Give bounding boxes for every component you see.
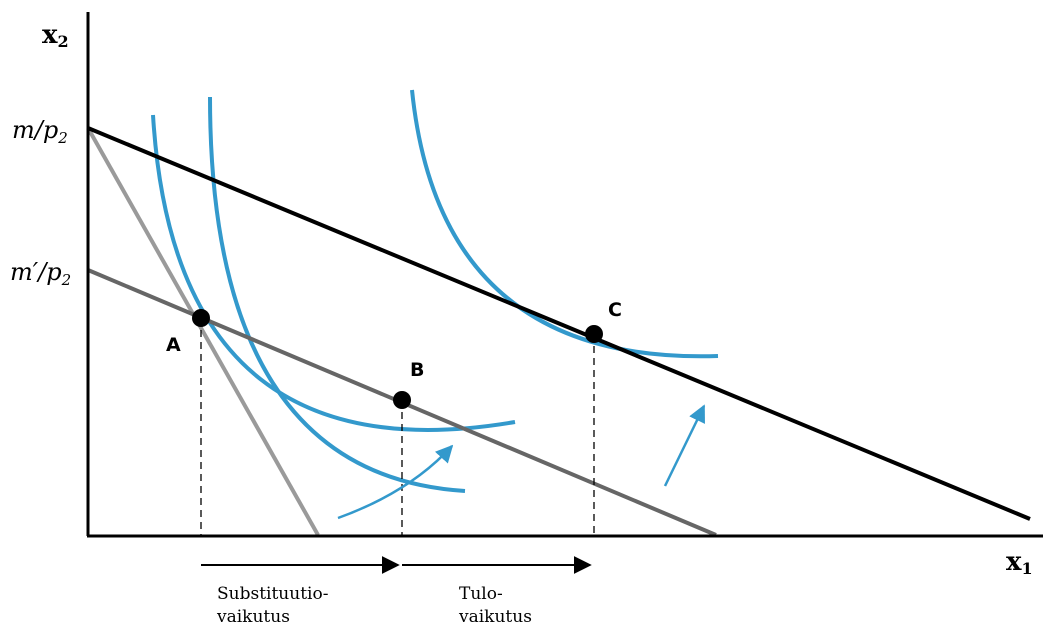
- point-c-marker: [585, 325, 603, 343]
- point-b-marker: [393, 391, 411, 409]
- point-b-label: B: [410, 359, 424, 381]
- x-axis-title: x1: [1006, 547, 1033, 578]
- substitution-effect-label-line2: vaikutus: [216, 607, 290, 627]
- y-axis-title: x2: [42, 20, 69, 51]
- shift-arrow-1: [337, 444, 454, 520]
- indifference-curve-1: [151, 114, 516, 432]
- budget-line-pivoted: [86, 127, 320, 536]
- indifference-curve-2: [208, 96, 466, 493]
- shift-arrow-2: [663, 404, 706, 487]
- budget-line-original: [87, 126, 1031, 521]
- point-a-marker: [192, 309, 210, 327]
- y-label-m-prime-over-p2: m′/p2: [10, 258, 71, 289]
- point-c-label: C: [608, 299, 622, 321]
- indifference-curve-3: [410, 89, 719, 359]
- income-effect-label-line1: Tulo-: [459, 584, 503, 604]
- income-effect-label-line2: vaikutus: [458, 607, 532, 627]
- substitution-effect-label-line1: Substituutio-: [217, 584, 328, 604]
- point-a-label: A: [166, 334, 181, 356]
- y-label-m-over-p2: m/p2: [12, 116, 68, 147]
